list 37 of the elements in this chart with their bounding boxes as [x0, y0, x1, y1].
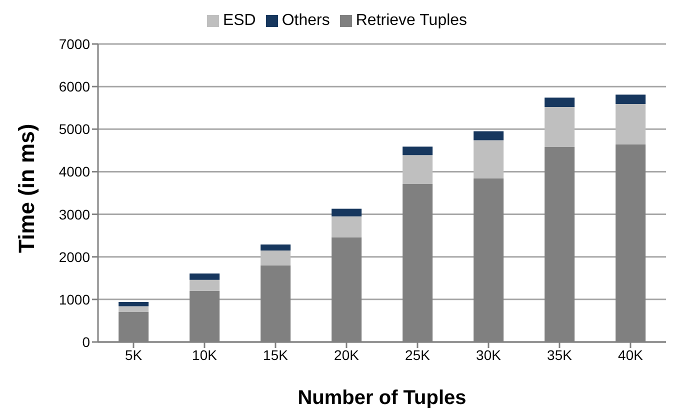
bar: [332, 216, 362, 238]
x-tick-label: 40K: [618, 346, 644, 363]
y-tick-label: 7000: [58, 36, 90, 52]
bar: [616, 104, 646, 144]
bar: [402, 146, 433, 156]
bar: [118, 302, 149, 306]
x-tick-label: 5K: [124, 346, 143, 363]
bar: [544, 107, 575, 148]
y-tick-label: 4000: [58, 164, 90, 180]
y-tick-label: 5000: [58, 121, 90, 138]
legend-label: Others: [282, 12, 330, 29]
legend-label: Retrieve Tuples: [356, 12, 468, 29]
x-tick-label: 15K: [263, 346, 289, 363]
x-tick-label: 35K: [547, 346, 573, 363]
y-tick-label: 1000: [58, 291, 90, 308]
bar: [332, 208, 362, 216]
bar: [190, 273, 220, 280]
x-tick-label: 10K: [192, 346, 218, 363]
bar: [118, 306, 149, 312]
y-axis-title: Time (in ms): [14, 124, 39, 253]
bar: [260, 244, 291, 250]
x-tick-label: 25K: [405, 346, 431, 363]
x-tick-label: 20K: [334, 346, 360, 363]
y-tick-label: 3000: [58, 206, 90, 222]
bar: [616, 94, 646, 104]
x-axis-title: Number of Tuples: [298, 387, 466, 409]
y-tick-label: 6000: [58, 78, 90, 95]
legend-label: ESD: [222, 12, 256, 29]
bar: [190, 280, 220, 291]
y-tick-label: 2000: [58, 248, 90, 265]
bar: [474, 131, 504, 140]
bar: [402, 155, 433, 184]
y-tick-label: 0: [82, 334, 90, 350]
x-tick-label: 30K: [476, 346, 502, 363]
bar: [544, 98, 575, 108]
bar: [474, 140, 504, 179]
bar: [260, 250, 291, 266]
